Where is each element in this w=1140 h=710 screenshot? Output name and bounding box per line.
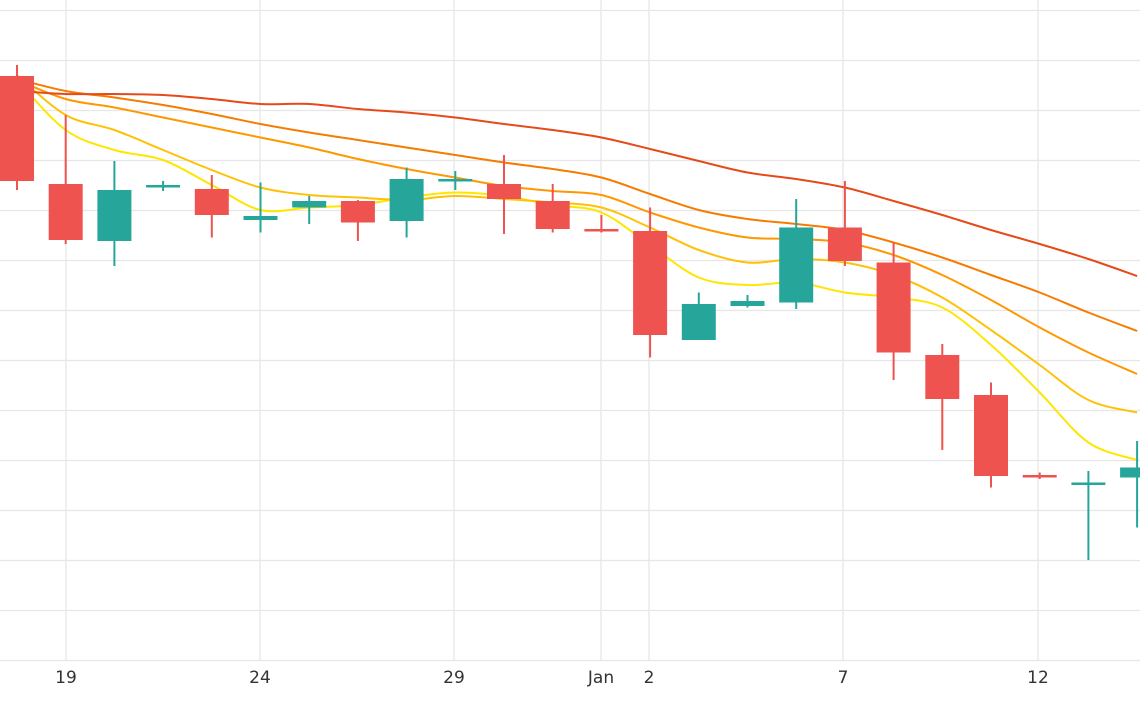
candle [438,171,473,190]
candle-body [243,216,278,220]
candle [1022,472,1057,479]
candle [633,207,668,358]
candle-body [779,227,814,303]
candle [146,181,181,191]
candle [827,181,862,266]
candle-body [584,229,619,232]
x-tick-label: 7 [838,668,849,688]
moving-average-layer [16,74,1138,461]
candle-body [487,184,521,199]
x-tick-label: 2 [644,668,655,688]
x-tick-label: Jan [587,668,614,688]
candle-body [1120,467,1140,478]
candle-body [48,184,83,240]
candle [876,242,911,380]
candle [389,167,424,238]
candle [584,215,619,233]
candle [340,200,375,241]
moving-average-line-3 [16,79,1138,375]
moving-average-line-2 [16,74,1138,414]
candle [779,199,814,309]
candle [0,65,34,190]
candle-body [876,262,911,353]
candle [487,155,521,234]
x-tick-label: 29 [443,668,465,688]
candle-body [1022,475,1057,478]
candle-layer [0,65,1140,560]
candle-body [389,179,424,221]
x-tick-label: 12 [1027,668,1049,688]
candle [925,344,960,450]
candle [1071,471,1106,560]
candle-body [730,301,765,306]
candle-body [292,201,327,208]
moving-average-line-1 [16,79,1138,461]
candle [1120,441,1140,528]
candle [194,175,229,238]
candle-body [827,227,862,261]
candle-body [146,185,181,188]
candle-body [194,189,229,215]
candle-body [925,355,960,399]
grid-layer [0,0,1140,662]
candle [243,182,278,233]
candle-body [1071,482,1106,485]
candle-body [0,76,34,181]
candle-body [340,201,375,223]
candle [292,196,327,224]
candle [730,295,765,308]
candle [97,161,132,266]
candle [974,382,1008,488]
moving-average-line-4 [16,78,1138,332]
candle-body [633,231,668,335]
x-axis: 19 24 29 Jan 2 7 12 [55,668,1049,688]
candle [535,184,570,233]
candle [48,115,83,244]
candle [681,292,716,340]
moving-average-line-5 [16,90,1138,277]
candle-body [535,201,570,229]
candle-body [974,395,1008,476]
candle-body [681,304,716,340]
candle-body [97,190,132,241]
x-tick-label: 24 [249,668,271,688]
candle-body [438,179,473,182]
x-tick-label: 19 [55,668,77,688]
